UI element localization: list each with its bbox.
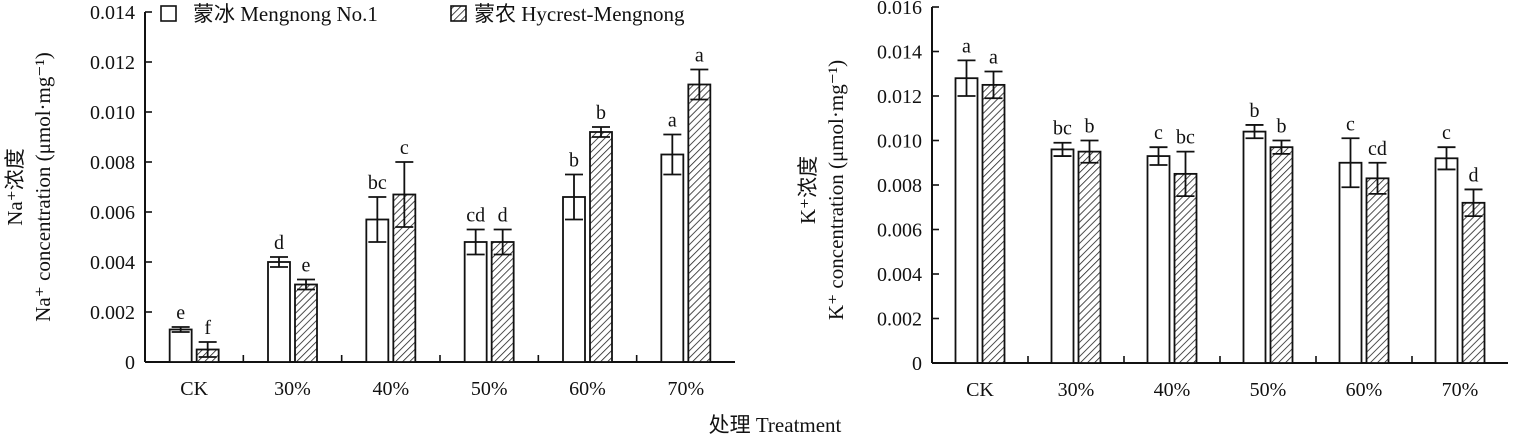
na-bar-mengnong-no1	[463, 241, 488, 363]
k-ylabel-line1: K⁺浓度	[796, 156, 820, 224]
k-bar-hycrest-mengnong	[1365, 177, 1390, 364]
k-bar-hycrest-mengnong	[1077, 150, 1102, 364]
na-significance-letter: bc	[368, 172, 387, 194]
na-significance-letter: d	[498, 205, 508, 227]
k-bar-mengnong-no1	[954, 77, 979, 364]
k-significance-letter: bc	[1176, 127, 1195, 149]
k-ytick-label: 0.016	[877, 0, 922, 19]
k-ytick-label: 0	[912, 353, 922, 375]
k-category-label: 30%	[1058, 379, 1095, 401]
k-bar-mengnong-no1	[1050, 148, 1075, 364]
na-significance-letter: b	[596, 102, 606, 124]
k-ytick-label: 0.014	[877, 42, 922, 64]
k-bar-mengnong-no1	[1146, 155, 1171, 364]
k-significance-letter: a	[989, 47, 998, 69]
k-bar-mengnong-no1	[1434, 157, 1459, 364]
na-significance-letter: e	[176, 302, 185, 324]
na-category-label: 30%	[274, 378, 311, 400]
na-significance-letter: a	[668, 110, 677, 132]
k-concentration-chart: K⁺浓度 K⁺ concentration (μmol·mg⁻¹) 0 0.002…	[796, 0, 1508, 401]
na-ytick-label: 0.014	[90, 2, 135, 24]
shared-xlabel: 处理 Treatment	[709, 413, 842, 437]
na-ylabel-line1: Na⁺浓度	[3, 148, 27, 226]
na-ytick-label: 0.010	[90, 102, 135, 124]
k-significance-letter: c	[1346, 113, 1355, 135]
na-bar-mengnong-no1	[168, 328, 193, 363]
na-significance-letter: b	[569, 150, 579, 172]
na-ytick-label: 0	[125, 352, 135, 374]
na-bar-mengnong-no1	[267, 261, 291, 363]
na-bar-hycrest-mengnong	[687, 83, 712, 363]
k-significance-letter: c	[1442, 122, 1451, 144]
na-concentration-chart: Na⁺浓度 Na⁺ concentration (μmol·mg⁻¹) 0 0.0…	[3, 2, 735, 400]
na-ytick-label: 0.004	[90, 252, 135, 274]
na-bar-hycrest-mengnong	[490, 241, 515, 363]
na-category-label: 40%	[372, 378, 409, 400]
na-significance-letter: e	[302, 255, 311, 277]
k-significance-letter: a	[962, 35, 971, 57]
na-significance-letter: cd	[466, 205, 485, 227]
na-significance-letter: f	[204, 317, 211, 339]
k-bar-hycrest-mengnong	[981, 83, 1006, 364]
k-bar-hycrest-mengnong	[1269, 146, 1294, 364]
na-ytick-label: 0.012	[90, 52, 135, 74]
k-ytick-label: 0.002	[877, 309, 922, 331]
na-bar-hycrest-mengnong	[294, 283, 318, 363]
na-category-label: CK	[180, 378, 208, 400]
na-bar-mengnong-no1	[660, 153, 685, 363]
k-significance-letter: c	[1154, 122, 1163, 144]
legend-swatch-hatched	[450, 5, 467, 22]
k-category-label: CK	[966, 379, 994, 401]
k-significance-letter: b	[1277, 116, 1287, 138]
k-significance-letter: cd	[1368, 138, 1387, 160]
na-significance-letter: d	[274, 232, 284, 254]
k-significance-letter: bc	[1053, 118, 1072, 140]
k-significance-letter: b	[1250, 100, 1260, 122]
na-bar-hycrest-mengnong	[589, 131, 613, 363]
na-ytick-label: 0.006	[90, 202, 135, 224]
k-bar-hycrest-mengnong	[1461, 201, 1486, 364]
k-ytick-label: 0.008	[877, 175, 922, 197]
k-category-label: 70%	[1442, 379, 1479, 401]
k-ytick-label: 0.006	[877, 220, 922, 242]
k-significance-letter: b	[1085, 116, 1095, 138]
k-significance-letter: d	[1469, 164, 1479, 186]
na-category-label: 60%	[569, 378, 606, 400]
k-category-label: 60%	[1346, 379, 1383, 401]
k-bar-mengnong-no1	[1338, 161, 1363, 364]
legend-swatch-open	[160, 5, 177, 22]
na-category-label: 50%	[471, 378, 508, 400]
na-significance-letter: c	[400, 137, 409, 159]
legend-label-hycrest-mengnong: 蒙农 Hycrest-Mengnong	[474, 2, 685, 26]
na-ytick-label: 0.002	[90, 302, 135, 324]
na-significance-letter: a	[695, 45, 704, 67]
na-bar-mengnong-no1	[562, 196, 586, 363]
k-ylabel-line2: K⁺ concentration (μmol·mg⁻¹)	[824, 60, 848, 320]
na-ylabel-line2: Na⁺ concentration (μmol·mg⁻¹)	[31, 52, 55, 321]
k-category-label: 40%	[1154, 379, 1191, 401]
k-bar-mengnong-no1	[1242, 130, 1267, 364]
k-ytick-label: 0.012	[877, 86, 922, 108]
na-category-label: 70%	[667, 378, 704, 400]
legend: 蒙冰 Mengnong No.1 蒙农 Hycrest-Mengnong	[160, 2, 685, 26]
k-bar-hycrest-mengnong	[1173, 172, 1198, 364]
na-ytick-label: 0.008	[90, 152, 135, 174]
legend-label-mengnong-no1: 蒙冰 Mengnong No.1	[193, 2, 378, 26]
k-ytick-label: 0.010	[877, 131, 922, 153]
k-ytick-label: 0.004	[877, 264, 922, 286]
k-category-label: 50%	[1250, 379, 1287, 401]
